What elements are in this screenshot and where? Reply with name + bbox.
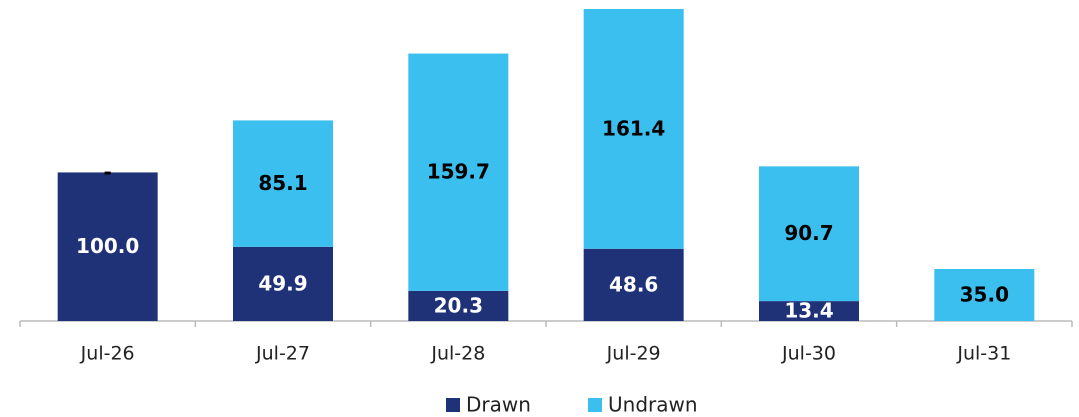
- legend-swatch: [588, 398, 602, 412]
- x-tick-label: Jul-28: [430, 343, 485, 365]
- data-label: 13.4: [784, 299, 833, 323]
- bar-segment: [583, 248, 684, 321]
- data-label: 161.4: [602, 116, 665, 140]
- data-label: 85.1: [258, 171, 307, 195]
- bar-segment: [57, 172, 158, 321]
- data-label: 48.6: [609, 272, 658, 296]
- data-label: 159.7: [427, 160, 490, 184]
- bar-segment: [233, 246, 333, 321]
- bar-segment: [408, 53, 509, 291]
- data-label: 90.7: [784, 221, 833, 245]
- bar-segment: [408, 290, 509, 321]
- legend-label: Drawn: [466, 393, 531, 417]
- x-tick-label: Jul-26: [80, 343, 135, 365]
- data-label: 100.0: [76, 234, 139, 258]
- x-tick-label: Jul-31: [956, 343, 1011, 365]
- data-label: 20.3: [434, 293, 483, 317]
- data-label: -: [104, 160, 112, 184]
- bar-segment: [759, 166, 859, 302]
- data-label: 35.0: [960, 283, 1009, 307]
- x-tick-label: Jul-27: [255, 343, 310, 365]
- legend-label: Undrawn: [608, 393, 698, 417]
- bar-segment: [583, 9, 684, 249]
- bar-segment: [233, 120, 333, 247]
- data-label: 49.9: [258, 271, 307, 295]
- x-tick-label: Jul-30: [781, 343, 836, 365]
- bar-segment: [759, 301, 859, 321]
- legend-swatch: [446, 398, 460, 412]
- bar-segment: [934, 269, 1035, 321]
- x-tick-label: Jul-29: [606, 343, 661, 365]
